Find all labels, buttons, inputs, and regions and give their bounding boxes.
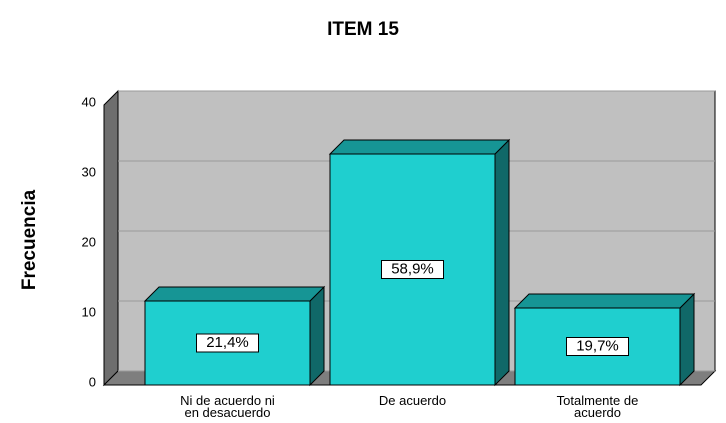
y-tick-label: 0 xyxy=(89,374,96,389)
y-axis-label: Frecuencia xyxy=(19,189,40,290)
bar xyxy=(143,285,326,387)
bar-side xyxy=(494,138,510,387)
bar-top xyxy=(143,286,326,302)
y-tick-label: 10 xyxy=(82,304,96,319)
left-wall xyxy=(103,89,119,387)
bar xyxy=(513,292,696,387)
y-tick-label: 30 xyxy=(82,164,96,179)
y-tick-label: 40 xyxy=(82,94,96,109)
x-tick-label: Ni de acuerdo ni en desacuerdo xyxy=(180,393,275,420)
y-tick-label: 20 xyxy=(82,234,96,249)
value-label: 21,4% xyxy=(206,334,249,351)
value-label-box xyxy=(381,260,444,279)
value-label-box xyxy=(196,333,259,353)
value-label: 58,9% xyxy=(391,260,434,277)
value-label-box xyxy=(566,337,629,356)
bar xyxy=(328,138,511,387)
bar-top xyxy=(513,293,696,309)
bar-side xyxy=(679,292,695,387)
x-tick-label: Totalmente de acuerdo xyxy=(557,393,639,420)
bar-side xyxy=(309,285,325,387)
bar-top xyxy=(328,139,511,155)
value-label: 19,7% xyxy=(576,337,619,354)
chart-title: ITEM 15 xyxy=(327,19,399,40)
x-tick-label: De acuerdo xyxy=(379,393,446,408)
